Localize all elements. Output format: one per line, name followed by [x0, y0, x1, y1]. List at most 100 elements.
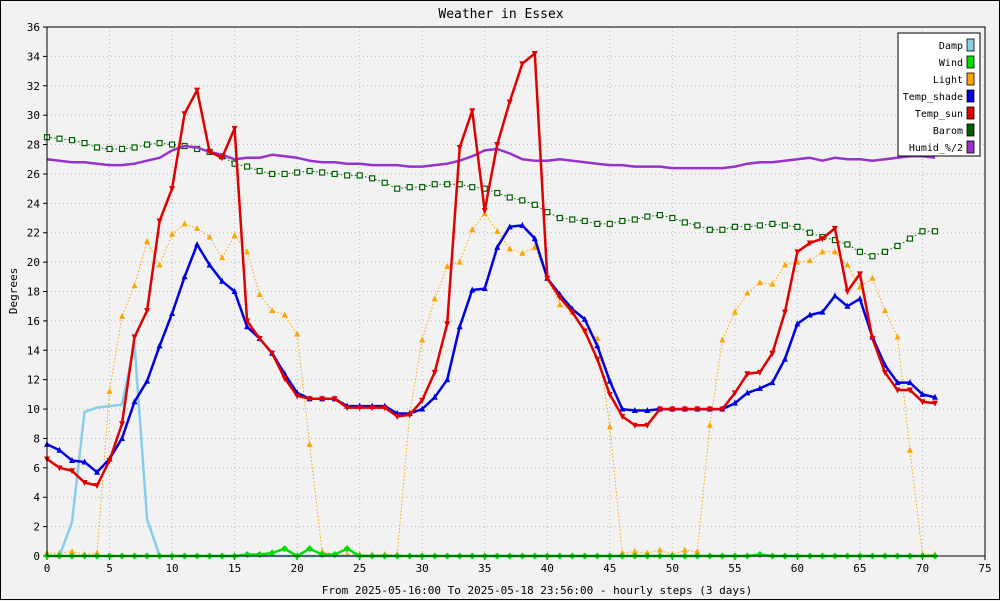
- temp-sun-point: [306, 396, 313, 403]
- series-wind: [43, 545, 939, 560]
- barom-point: [394, 185, 401, 192]
- x-tick-label: 70: [916, 562, 929, 575]
- temp-sun-point: [281, 375, 288, 382]
- temp-sun-point: [394, 413, 401, 420]
- barom-point: [531, 201, 538, 208]
- x-tick-label: 15: [228, 562, 241, 575]
- light-point: [256, 290, 263, 297]
- temp-sun-point: [406, 412, 413, 419]
- temp-sun-point: [706, 406, 713, 413]
- temp-sun-point: [331, 396, 338, 403]
- x-tick-label: 30: [416, 562, 429, 575]
- temp-sun-point: [244, 318, 251, 325]
- temp-shade-point: [619, 405, 626, 412]
- temp-sun-point: [744, 371, 751, 378]
- wind-point: [281, 545, 289, 553]
- barom-point: [319, 169, 326, 176]
- legend-swatch-light: [966, 72, 975, 86]
- temp-sun-point: [381, 405, 388, 412]
- light-point: [206, 233, 213, 240]
- barom-point: [244, 163, 251, 170]
- x-tick-label: 65: [853, 562, 866, 575]
- temp-shade-point: [94, 468, 101, 475]
- temp-sun-point: [319, 396, 326, 403]
- barom-point: [369, 175, 376, 182]
- barom-point: [569, 216, 576, 223]
- y-tick-label: 6: [33, 462, 40, 475]
- temp-sun-point: [456, 144, 463, 151]
- barom-point: [256, 167, 263, 175]
- temp-sun-point: [256, 336, 263, 343]
- light-point: [469, 226, 476, 233]
- temp-shade-point: [819, 308, 826, 315]
- temp-shade-point: [169, 310, 176, 317]
- barom-point: [869, 253, 876, 260]
- light-point: [756, 279, 763, 286]
- temp-shade-point: [431, 393, 438, 400]
- temp-sun-point: [144, 308, 151, 315]
- temp-shade-point: [644, 407, 651, 414]
- barom-point: [719, 226, 726, 233]
- series-damp: [47, 343, 935, 558]
- barom-point: [706, 226, 713, 233]
- light-point: [119, 312, 126, 319]
- barom-point: [856, 248, 864, 255]
- x-tick-label: 20: [291, 562, 304, 575]
- barom-point: [631, 216, 638, 223]
- temp-shade-point: [231, 288, 238, 294]
- legend-swatch-barom: [966, 123, 975, 137]
- temp-shade-point: [731, 399, 738, 406]
- temp-sun-point: [844, 289, 851, 295]
- barom-point: [694, 222, 701, 229]
- y-tick-label: 24: [27, 197, 41, 210]
- light-point: [606, 423, 613, 430]
- barom-point: [681, 219, 688, 226]
- light-point: [194, 224, 201, 231]
- x-axis-ticks: 0 5 10 15 20 25 30 35 40 45 50 55 60 65 70 75: [44, 556, 992, 575]
- temp-shade-point: [444, 376, 451, 383]
- temp-sun-point: [369, 405, 376, 412]
- barom-point: [806, 229, 814, 236]
- barom-point: [931, 228, 939, 235]
- y-axis-label: Degrees: [7, 268, 20, 314]
- legend-swatch-temp-sun: [966, 106, 975, 120]
- temp-shade-point: [919, 390, 926, 397]
- temp-sun-line: [46, 52, 936, 487]
- light-point: [181, 220, 188, 227]
- light-point: [869, 274, 876, 281]
- temp-sun-point: [494, 142, 501, 149]
- barom-point: [381, 179, 388, 186]
- light-point: [156, 261, 163, 268]
- temp-sun-point: [556, 294, 563, 301]
- light-line: [47, 213, 935, 555]
- temp-shade-point: [56, 446, 63, 453]
- y-tick-label: 32: [27, 80, 40, 93]
- barom-point: [68, 137, 76, 144]
- temp-shade-point: [906, 379, 913, 386]
- x-tick-label: 55: [728, 562, 741, 575]
- light-point: [781, 261, 788, 268]
- temp-shade-point: [144, 377, 151, 384]
- humid-2-line: [46, 144, 936, 170]
- temp-sun-point: [569, 309, 576, 316]
- temp-sun-point: [619, 413, 626, 420]
- series-layer: [43, 50, 939, 560]
- barom-point: [506, 194, 513, 201]
- light-point: [719, 336, 726, 343]
- temp-sun-point: [294, 393, 301, 400]
- temp-sun-point: [106, 457, 113, 464]
- temp-shade-point: [756, 384, 763, 391]
- x-tick-label: 75: [978, 562, 991, 575]
- light-point: [494, 227, 501, 234]
- light-point: [631, 548, 638, 555]
- temp-sun-point: [894, 387, 901, 394]
- light-point: [431, 295, 438, 302]
- temp-sun-point: [594, 356, 601, 363]
- light-point: [456, 258, 463, 265]
- y-tick-label: 14: [27, 344, 41, 357]
- wind-line: [47, 547, 935, 558]
- light-point: [744, 289, 751, 296]
- series-barom: [43, 134, 939, 260]
- temp-shade-point: [631, 407, 638, 414]
